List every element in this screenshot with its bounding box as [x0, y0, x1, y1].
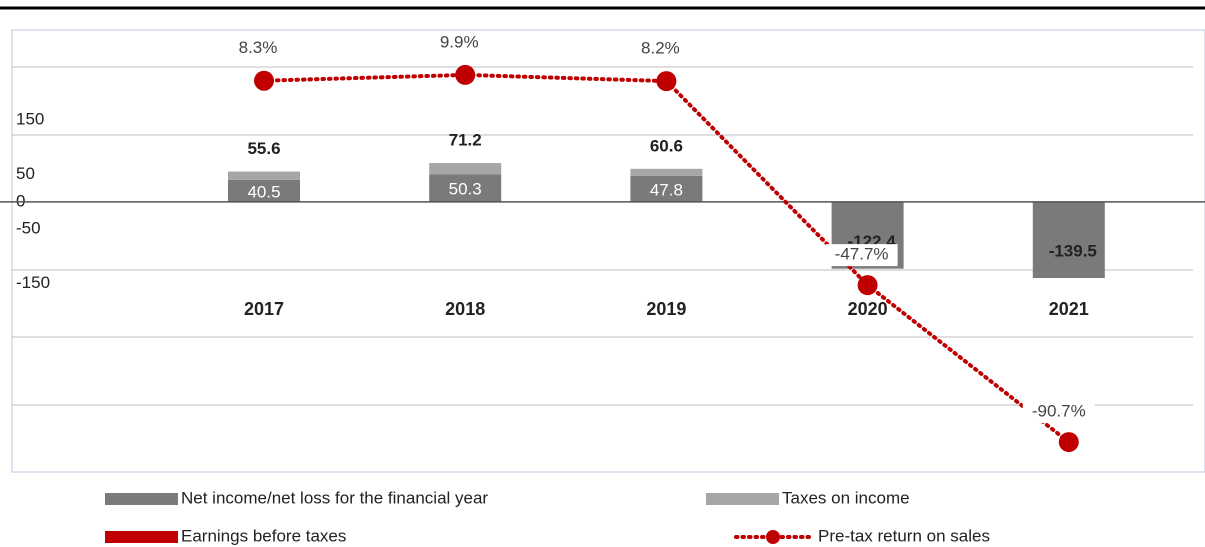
- bar-net: [228, 179, 300, 202]
- plot-frame: [11, 29, 1205, 473]
- line-point: [656, 71, 677, 92]
- bar-tax: [429, 163, 502, 175]
- y-tick-label: -50: [16, 219, 41, 238]
- legend-label: Net income/net loss for the financial ye…: [181, 488, 488, 507]
- bar-net: [630, 175, 703, 202]
- y-tick-label: 50: [16, 164, 35, 183]
- legend-swatch: [105, 493, 178, 505]
- bar-net: [1032, 201, 1105, 279]
- net-label: 50.3: [449, 180, 482, 199]
- net-label: 40.5: [247, 182, 280, 201]
- x-tick-label: 2018: [445, 299, 485, 319]
- net-label: 47.8: [650, 180, 683, 199]
- grid: [12, 66, 1193, 406]
- legend-label: Earnings before taxes: [181, 526, 346, 545]
- x-tick-label: 2017: [244, 299, 284, 319]
- line-label: 8.2%: [641, 39, 680, 58]
- label-bg: [1022, 401, 1095, 424]
- legend-swatch-dot: [766, 530, 780, 544]
- bar-net: [429, 174, 502, 202]
- line-point: [1058, 432, 1079, 453]
- legend-swatch: [706, 493, 779, 505]
- line-label: -47.7%: [835, 245, 889, 264]
- line-point: [254, 70, 274, 91]
- line-label: 8.3%: [239, 38, 278, 57]
- line-point: [857, 275, 878, 296]
- y-tick-label: -150: [16, 273, 50, 292]
- ebt-label: 55.6: [247, 139, 280, 158]
- ebt-label: 71.2: [449, 131, 482, 150]
- line-point: [455, 64, 476, 85]
- x-tick-label: 2020: [848, 299, 888, 319]
- bar-tax: [630, 168, 703, 176]
- legend-swatch: [105, 531, 178, 543]
- label-bg: [825, 244, 898, 267]
- legend-label: Pre-tax return on sales: [818, 526, 990, 545]
- x-tick-label: 2021: [1049, 299, 1089, 319]
- ebt-label: 60.6: [650, 136, 683, 155]
- legend-label: Taxes on income: [782, 488, 910, 507]
- line-return: [262, 72, 1071, 445]
- y-tick-label: 150: [16, 110, 44, 129]
- line-label: -90.7%: [1032, 402, 1086, 421]
- bar-tax: [228, 171, 300, 180]
- line-label: 9.9%: [440, 32, 479, 51]
- ebt-label: -139.5: [1049, 241, 1097, 260]
- x-tick-label: 2019: [646, 299, 686, 319]
- y-tick-label: 0: [16, 191, 25, 210]
